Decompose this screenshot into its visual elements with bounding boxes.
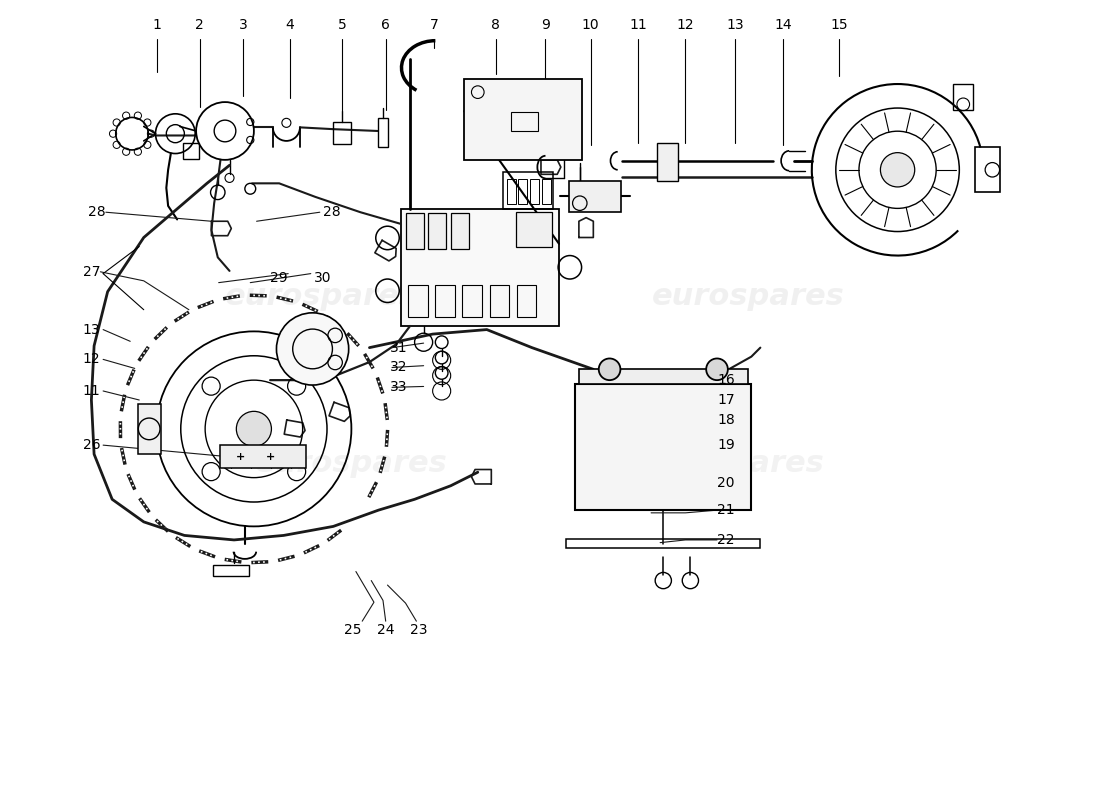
Text: 12: 12 [676, 18, 694, 32]
Bar [464, 78, 582, 160]
Bar [436, 286, 455, 317]
Bar [451, 213, 469, 250]
Bar [377, 118, 388, 147]
Text: 29: 29 [271, 271, 288, 285]
Text: 31: 31 [389, 341, 407, 354]
Bar [220, 445, 306, 468]
Circle shape [236, 411, 272, 446]
Text: 12: 12 [82, 352, 100, 366]
Text: eurospares: eurospares [226, 282, 418, 311]
Bar [213, 566, 250, 576]
Text: 24: 24 [377, 623, 395, 638]
Text: 32: 32 [389, 361, 407, 374]
Circle shape [880, 153, 915, 187]
Text: 13: 13 [82, 322, 100, 337]
Bar [402, 209, 559, 326]
Text: 20: 20 [717, 476, 735, 490]
Text: 6: 6 [382, 18, 390, 32]
Text: 27: 27 [82, 265, 100, 279]
Bar [542, 179, 551, 204]
Bar [530, 179, 539, 204]
Text: 7: 7 [430, 18, 439, 32]
Bar [428, 213, 447, 250]
Text: 26: 26 [82, 438, 100, 452]
Circle shape [706, 358, 728, 380]
Bar [333, 122, 351, 144]
Text: 18: 18 [717, 413, 735, 427]
Text: 19: 19 [717, 438, 735, 452]
Text: 33: 33 [389, 380, 407, 394]
Text: +: + [235, 452, 245, 462]
Text: 28: 28 [322, 206, 340, 219]
Bar [507, 179, 516, 204]
Text: 8: 8 [492, 18, 500, 32]
Bar [183, 142, 199, 159]
Text: 16: 16 [717, 373, 735, 387]
Bar [975, 147, 1000, 192]
Text: 21: 21 [717, 503, 735, 517]
Bar [406, 213, 424, 250]
Bar [517, 286, 537, 317]
Text: 15: 15 [830, 18, 848, 32]
Text: 3: 3 [239, 18, 248, 32]
Text: 22: 22 [717, 533, 735, 547]
Text: eurospares: eurospares [652, 282, 845, 311]
Circle shape [276, 313, 349, 385]
Circle shape [598, 358, 620, 380]
Text: eurospares: eurospares [632, 449, 825, 478]
Text: 17: 17 [717, 393, 735, 407]
Bar [408, 286, 428, 317]
Bar [490, 286, 509, 317]
Bar [503, 173, 552, 209]
Text: 25: 25 [344, 623, 362, 638]
Text: 4: 4 [286, 18, 295, 32]
Bar [512, 111, 538, 131]
Text: 13: 13 [726, 18, 744, 32]
Text: 10: 10 [582, 18, 600, 32]
Text: 9: 9 [541, 18, 550, 32]
Bar [566, 539, 760, 548]
Bar [516, 212, 552, 246]
Bar [462, 286, 482, 317]
Bar [518, 179, 527, 204]
Text: 30: 30 [314, 271, 331, 285]
Text: 14: 14 [774, 18, 792, 32]
Text: 5: 5 [338, 18, 346, 32]
Text: eurospares: eurospares [255, 449, 448, 478]
Bar [579, 370, 748, 384]
Text: +: + [265, 452, 275, 462]
Text: 28: 28 [88, 206, 106, 219]
Text: 11: 11 [629, 18, 647, 32]
Bar [954, 85, 974, 110]
Bar [139, 404, 161, 454]
Text: 23: 23 [410, 623, 428, 638]
Bar [569, 181, 622, 212]
Text: 1: 1 [153, 18, 162, 32]
Bar [657, 142, 679, 181]
Bar [575, 384, 751, 510]
Text: 11: 11 [82, 384, 100, 398]
Text: 2: 2 [196, 18, 205, 32]
